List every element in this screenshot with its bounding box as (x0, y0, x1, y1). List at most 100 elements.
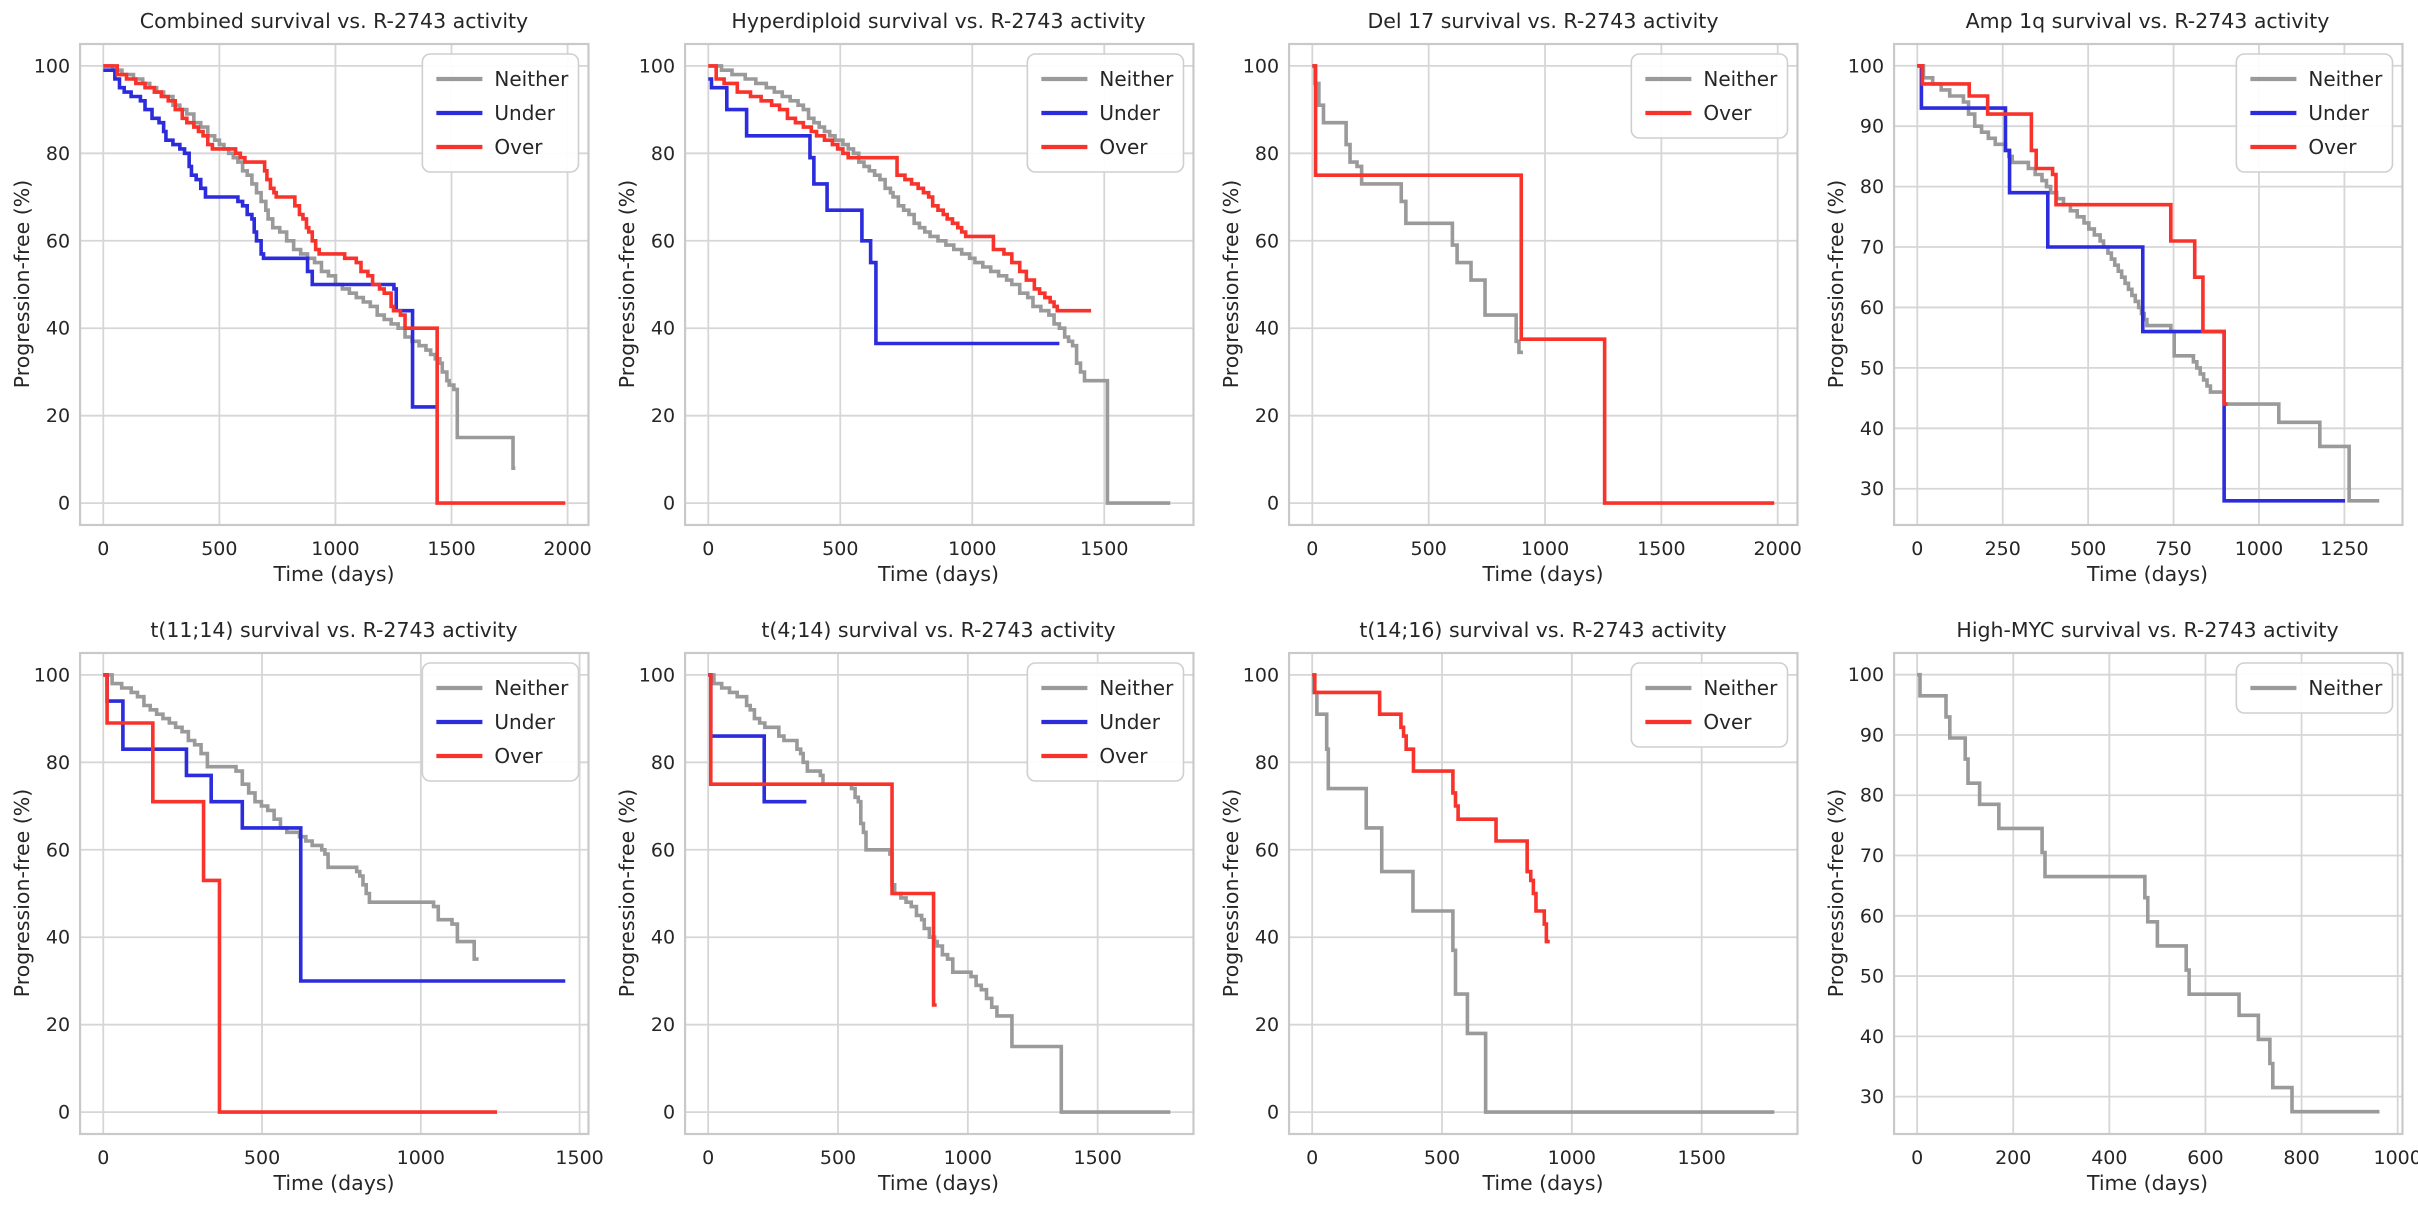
x-tick-label: 500 (2070, 538, 2106, 560)
x-tick-label: 1500 (1677, 1147, 1725, 1169)
y-tick-label: 100 (638, 55, 674, 77)
legend: Neither Over (1630, 53, 1789, 139)
legend-label-under: Under (494, 101, 555, 125)
x-tick-label: 0 (702, 1147, 714, 1169)
y-tick-label: 80 (1859, 176, 1883, 198)
y-axis-label: Progression-free (%) (1219, 788, 1243, 998)
subplot-del17: 0 500 1000 1500 2000 0 20 40 60 80 100 Neither Over … (1209, 0, 1814, 609)
plot-spine (1287, 42, 1799, 527)
x-tick-label: 500 (819, 1147, 855, 1169)
legend-label-neither: Neither (2308, 67, 2383, 91)
y-tick-label: 40 (1255, 927, 1279, 949)
curve-over (1312, 64, 1775, 505)
y-tick-label: 40 (1859, 1026, 1883, 1048)
y-tick-label: 40 (46, 927, 70, 949)
y-tick-label: 80 (1859, 785, 1883, 807)
y-tick-label: 40 (650, 318, 674, 340)
y-tick-label: 80 (46, 752, 70, 774)
x-tick-label: 2000 (1754, 538, 1802, 560)
chart-title: t(11;14) survival vs. R-2743 activity (150, 618, 518, 642)
legend-label-neither: Neither (494, 67, 569, 91)
x-tick-label: 1000 (2373, 1147, 2418, 1169)
y-axis-label: Progression-free (%) (614, 179, 639, 389)
x-tick-label: 500 (1424, 1147, 1460, 1169)
x-tick-label: 600 (2187, 1147, 2223, 1169)
y-axis-label: Progression-free (%) (10, 179, 34, 389)
y-tick-label: 30 (1859, 1086, 1883, 1108)
y-tick-label: 40 (650, 927, 674, 949)
curve-neither (1916, 672, 2379, 1114)
curve-over (103, 64, 566, 505)
subplot-t11-14: 0 500 1000 1500 0 20 40 60 80 100 Neither Under Over… (0, 609, 605, 1218)
curve-under (103, 673, 566, 983)
y-tick-label: 0 (58, 1102, 70, 1124)
chart-title: Combined survival vs. R-2743 activity (139, 9, 529, 33)
curve-over (1312, 673, 1550, 944)
subplot-high-myc: 0 200 400 600 800 1000 30 40 50 60 70 80 90 100 Neithe… (1814, 609, 2418, 1218)
y-tick-label: 60 (650, 839, 674, 861)
legend-label-neither: Neither (1703, 67, 1778, 91)
legend-label-neither: Neither (1099, 67, 1174, 91)
legend-box (1630, 53, 1789, 139)
y-tick-label: 20 (46, 405, 70, 427)
x-tick-label: 1250 (2320, 538, 2368, 560)
y-tick-label: 100 (1847, 55, 1883, 77)
legend: Neither (2235, 662, 2393, 714)
x-tick-label: 1500 (1080, 538, 1128, 560)
y-tick-label: 40 (1255, 318, 1279, 340)
legend-box (421, 662, 580, 782)
x-tick-label: 1000 (943, 1147, 991, 1169)
survival-plot-high-myc: 0 200 400 600 800 1000 30 40 50 60 70 80 90 100 Neithe… (1847, 651, 2418, 1169)
curve-neither (1311, 673, 1775, 1114)
legend-label-over: Over (1099, 135, 1148, 159)
curve-neither (103, 64, 516, 470)
survival-plot-amp1q: 0 250 500 750 1000 1250 30 40 50 60 70 80 90 100 Neith… (1847, 42, 2404, 560)
x-tick-label: 0 (1306, 538, 1318, 560)
curve-neither (103, 673, 479, 961)
y-tick-label: 60 (650, 230, 674, 252)
chart-title: High-MYC survival vs. R-2743 activity (1956, 618, 2339, 642)
y-tick-label: 20 (650, 1014, 674, 1036)
legend-label-under: Under (2308, 101, 2369, 125)
chart-title: t(14;16) survival vs. R-2743 activity (1359, 618, 1727, 642)
legend-label-under: Under (494, 710, 555, 734)
legend-box (1630, 662, 1789, 748)
y-tick-label: 80 (1255, 752, 1279, 774)
curve-under (707, 77, 1059, 346)
y-tick-label: 100 (1243, 55, 1279, 77)
y-tick-label: 60 (1255, 839, 1279, 861)
plot-spine (78, 651, 590, 1136)
x-tick-label: 0 (97, 1147, 109, 1169)
y-tick-label: 60 (1859, 905, 1883, 927)
x-axis-label: Time (days) (273, 562, 395, 586)
x-tick-label: 1500 (1637, 538, 1685, 560)
x-tick-label: 1000 (311, 538, 359, 560)
y-tick-label: 20 (1255, 405, 1279, 427)
y-tick-label: 60 (46, 839, 70, 861)
x-axis-label: Time (days) (877, 562, 1000, 586)
y-axis-label: Progression-free (%) (1219, 179, 1243, 389)
x-tick-label: 1500 (1073, 1147, 1121, 1169)
curve-over (1916, 64, 2228, 406)
x-tick-label: 500 (822, 538, 858, 560)
x-axis-label: Time (days) (2086, 562, 2209, 586)
legend-label-under: Under (1099, 101, 1160, 125)
curve-over (707, 64, 1091, 313)
legend-box (2235, 53, 2393, 173)
x-tick-label: 0 (1306, 1147, 1318, 1169)
legend-box (421, 53, 580, 173)
subplot-combined: 0 500 1000 1500 2000 0 20 40 60 80 100 Neither Under… (0, 0, 605, 609)
y-tick-label: 60 (46, 230, 70, 252)
subplot-hyperdiploid: 0 500 1000 1500 0 20 40 60 80 100 Neither Under Over… (605, 0, 1210, 609)
subplot-amp1q: 0 250 500 750 1000 1250 30 40 50 60 70 80 90 100 Neith… (1814, 0, 2418, 609)
y-tick-label: 20 (1255, 1014, 1279, 1036)
x-tick-label: 250 (1984, 538, 2020, 560)
x-tick-label: 800 (2283, 1147, 2319, 1169)
y-tick-label: 0 (662, 493, 674, 515)
x-tick-label: 750 (2155, 538, 2191, 560)
legend-label-neither: Neither (494, 676, 569, 700)
x-axis-label: Time (days) (1482, 1171, 1604, 1195)
x-tick-label: 1000 (2234, 538, 2282, 560)
x-tick-label: 500 (244, 1147, 280, 1169)
y-tick-label: 100 (1847, 664, 1883, 686)
